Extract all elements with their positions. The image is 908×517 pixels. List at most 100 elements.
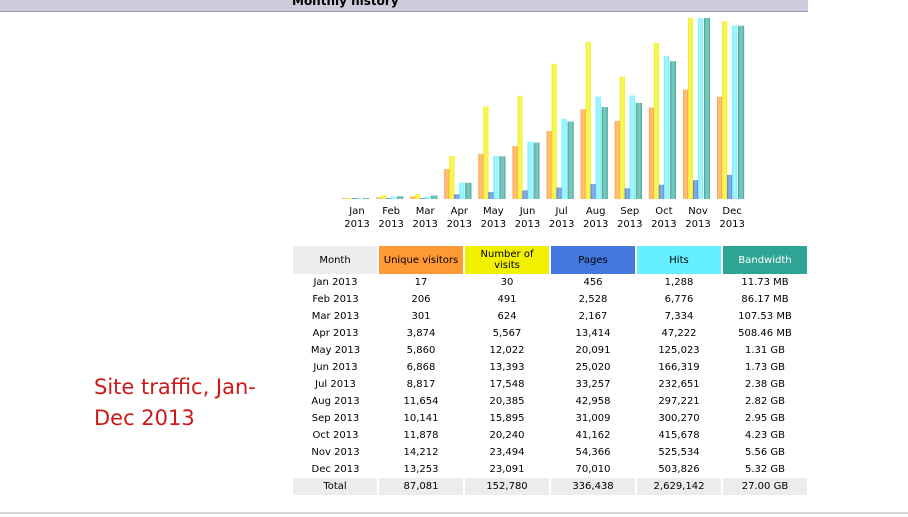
cell-month: May 2013 <box>310 345 361 356</box>
caption-text: Site traffic, Jan-Dec 2013 <box>94 375 256 430</box>
table-row: Dec 2013 13,253 23,091 70,010 503,826 5.32 GB <box>293 461 808 478</box>
cell-unique-visitors: 14,212 <box>403 447 439 458</box>
total-label: Total <box>293 478 379 495</box>
cell-number-of-visits: 624 <box>497 311 517 322</box>
cell-month: Sep 2013 <box>311 413 360 424</box>
cell-hits: 232,651 <box>658 379 700 390</box>
x-tick-label-month: Apr <box>451 206 469 217</box>
cell-month: Mar 2013 <box>311 311 360 322</box>
bar-bandwidth-jul <box>567 121 574 199</box>
cell-hits: 525,534 <box>658 447 700 458</box>
bar-hits-jul <box>561 118 567 199</box>
bar-hits-apr <box>459 182 465 199</box>
bar-pages-jul <box>556 187 562 199</box>
x-tick-label-month: Mar <box>416 206 436 217</box>
bar-visits-jul <box>551 63 557 199</box>
header-bar: Monthly history <box>0 0 808 12</box>
table-row: Jun 2013 6,868 13,393 25,020 166,319 1.73 GB <box>293 359 808 376</box>
cell-hits: 125,023 <box>658 345 700 356</box>
x-tick-label-year: 2013 <box>719 219 744 230</box>
cell-unique-visitors: 13,253 <box>403 464 439 475</box>
cell-month: Dec 2013 <box>311 464 360 475</box>
cell-bandwidth: 107.53 MB <box>738 311 792 322</box>
cell-bandwidth: 1.31 GB <box>744 345 786 356</box>
cell-unique-visitors: 6,868 <box>406 362 436 373</box>
table-row: Oct 2013 11,878 20,240 41,162 415,678 4.23 GB <box>293 427 808 444</box>
cell-unique-visitors: 11,878 <box>403 430 439 441</box>
x-tick-label-month: Feb <box>382 206 400 217</box>
x-tick-label-month: Sep <box>620 206 639 217</box>
total-bandwidth: 27.00 GB <box>722 478 809 495</box>
cell-number-of-visits: 12,022 <box>489 345 525 356</box>
column-header-number-of-visits: Number of visits <box>464 246 551 274</box>
bar-hits-dec <box>732 25 738 199</box>
bar-visits-oct <box>653 43 659 199</box>
cell-hits: 297,221 <box>658 396 700 407</box>
cell-bandwidth: 2.95 GB <box>744 413 786 424</box>
column-header-pages: Pages <box>550 246 637 274</box>
cell-bandwidth: 86.17 MB <box>741 294 789 305</box>
bar-visits-may <box>483 106 489 199</box>
cell-bandwidth: 5.56 GB <box>744 447 786 458</box>
table-header-row: Month Unique visitors Number of visits P… <box>293 246 809 274</box>
cell-hits: 7,334 <box>664 311 694 322</box>
bar-hits-mar <box>425 196 431 199</box>
x-tick-label-year: 2013 <box>617 219 642 230</box>
cell-number-of-visits: 23,091 <box>489 464 525 475</box>
table-row: Mar 2013 301 624 2,167 7,334 107.53 MB <box>293 308 808 325</box>
table-row: May 2013 5,860 12,022 20,091 125,023 1.31 GB <box>293 342 808 359</box>
bar-pages-dec <box>727 174 733 199</box>
bottom-divider <box>0 512 908 514</box>
x-tick-label-year: 2013 <box>481 219 506 230</box>
cell-hits: 300,270 <box>658 413 700 424</box>
cell-unique-visitors: 11,654 <box>403 396 439 407</box>
bar-unique-jul <box>546 131 552 199</box>
cell-month: Aug 2013 <box>311 396 360 407</box>
cell-unique-visitors: 3,874 <box>406 328 436 339</box>
cell-unique-visitors: 5,860 <box>406 345 436 356</box>
cell-pages: 25,020 <box>575 362 611 373</box>
x-tick-label-year: 2013 <box>378 219 403 230</box>
bar-hits-jan <box>357 198 362 199</box>
x-tick-label-year: 2013 <box>583 219 608 230</box>
bar-visits-apr <box>449 156 455 199</box>
cell-pages: 33,257 <box>575 379 611 390</box>
cell-month: Oct 2013 <box>312 430 359 441</box>
table-row: Aug 2013 11,654 20,385 42,958 297,221 2.82 GB <box>293 393 808 410</box>
bar-pages-mar <box>420 198 426 199</box>
bar-hits-nov <box>698 18 703 199</box>
cell-month: Feb 2013 <box>312 294 359 305</box>
total-unique-visitors: 87,081 <box>378 478 465 495</box>
column-header-unique-visitors: Unique visitors <box>378 246 465 274</box>
cell-pages: 42,958 <box>575 396 611 407</box>
bar-hits-feb <box>391 196 397 199</box>
table-row: Apr 2013 3,874 5,567 13,414 47,222 508.46 MB <box>293 325 808 342</box>
cell-pages: 2,528 <box>578 294 608 305</box>
bar-bandwidth-dec <box>738 25 745 199</box>
x-tick-label-month: Jul <box>555 206 568 217</box>
bar-pages-jun <box>522 190 528 199</box>
total-pages: 336,438 <box>550 478 637 495</box>
bar-pages-feb <box>386 198 392 199</box>
cell-number-of-visits: 491 <box>497 294 517 305</box>
total-hits: 2,629,142 <box>636 478 723 495</box>
bar-bandwidth-may <box>499 156 506 199</box>
monthly-stats-table: Month Unique visitors Number of visits P… <box>293 246 809 495</box>
table-row: Feb 2013 206 491 2,528 6,776 86.17 MB <box>293 291 808 308</box>
cell-unique-visitors: 17 <box>414 277 428 288</box>
cell-hits: 47,222 <box>661 328 697 339</box>
cell-hits: 6,776 <box>664 294 694 305</box>
bar-bandwidth-mar <box>431 195 438 199</box>
bar-pages-aug <box>590 184 596 199</box>
bar-hits-sep <box>629 95 635 199</box>
bar-hits-may <box>493 155 499 199</box>
x-tick-label-month: Oct <box>655 206 672 217</box>
table-row: Sep 2013 10,141 15,895 31,009 300,270 2.95 GB <box>293 410 808 427</box>
bar-hits-jun <box>527 141 533 199</box>
cell-bandwidth: 2.82 GB <box>744 396 786 407</box>
x-tick-label-month: Aug <box>586 206 606 217</box>
monthly-history-chart: Jan 2013 Feb 2013 Mar 2013 Apr 2013 May 2013 Jun 20… <box>342 18 745 230</box>
table-total-row: Total 87,081 152,780 336,438 2,629,142 27.00 … <box>293 478 809 495</box>
cell-bandwidth: 2.38 GB <box>744 379 786 390</box>
bar-bandwidth-jan <box>363 198 369 199</box>
